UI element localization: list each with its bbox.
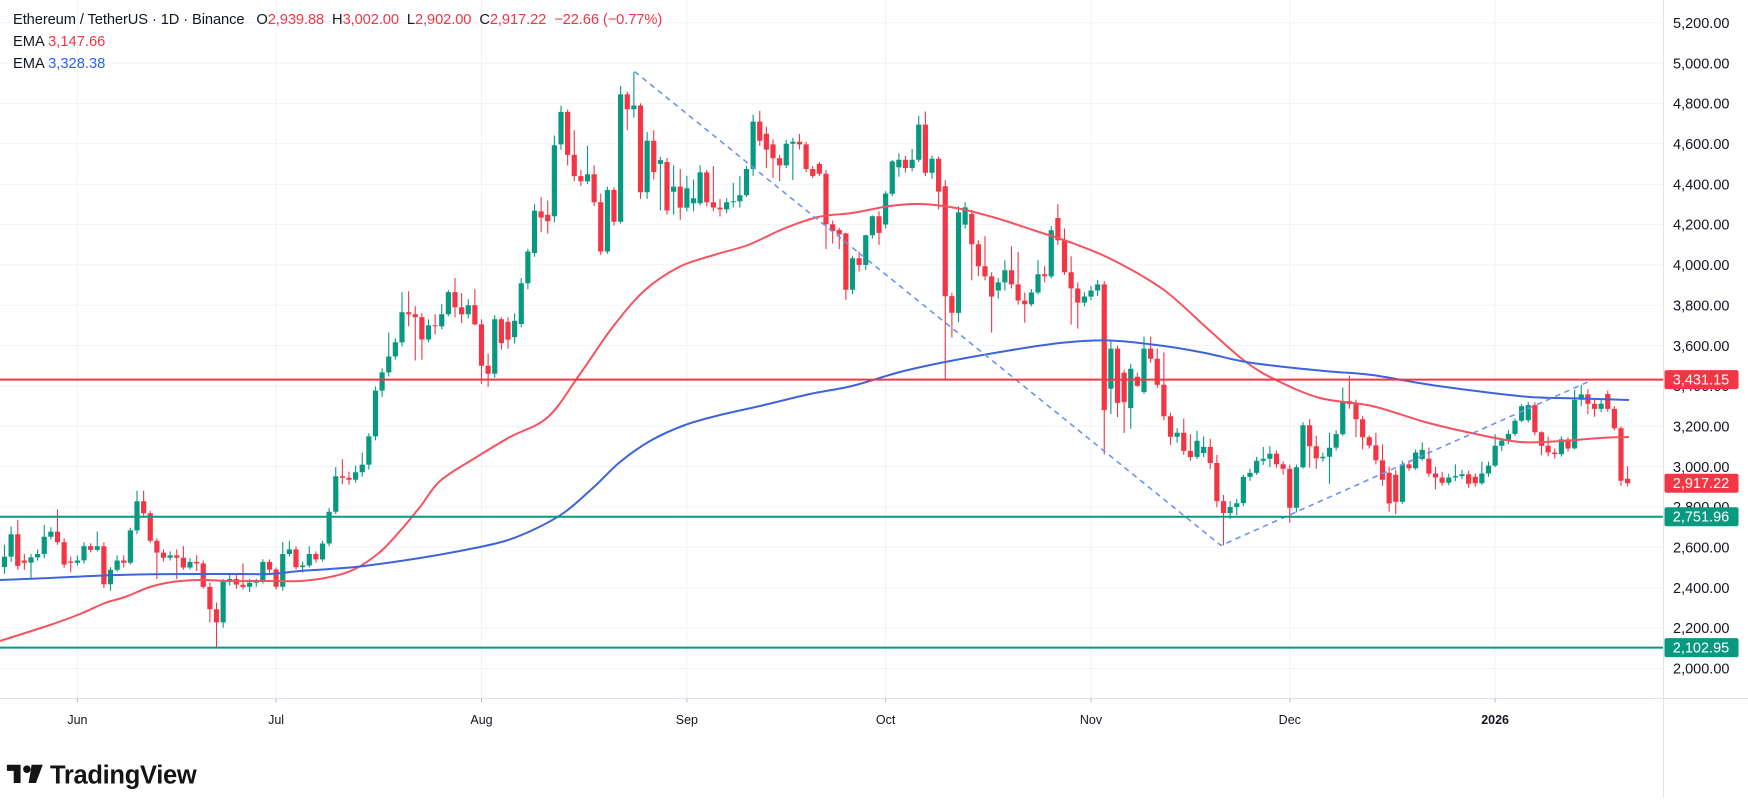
svg-text:2,102.95: 2,102.95 bbox=[1673, 640, 1729, 656]
svg-text:Dec: Dec bbox=[1279, 713, 1301, 727]
svg-text:TradingView: TradingView bbox=[50, 762, 197, 790]
svg-text:2,200.00: 2,200.00 bbox=[1673, 621, 1729, 637]
svg-text:Jun: Jun bbox=[67, 713, 87, 727]
svg-text:Aug: Aug bbox=[470, 713, 492, 727]
svg-text:4,200.00: 4,200.00 bbox=[1673, 218, 1729, 234]
svg-text:Oct: Oct bbox=[876, 713, 896, 727]
svg-text:4,800.00: 4,800.00 bbox=[1673, 97, 1729, 113]
svg-text:2,751.96: 2,751.96 bbox=[1673, 510, 1729, 526]
svg-text:3,600.00: 3,600.00 bbox=[1673, 339, 1729, 355]
svg-text:3,800.00: 3,800.00 bbox=[1673, 298, 1729, 314]
svg-text:Ethereum / TetherUS · 1D · Bin: Ethereum / TetherUS · 1D · Binance O2,93… bbox=[13, 12, 662, 28]
svg-text:5,200.00: 5,200.00 bbox=[1673, 16, 1729, 32]
svg-text:2,400.00: 2,400.00 bbox=[1673, 581, 1729, 597]
svg-text:2,917.22: 2,917.22 bbox=[1673, 476, 1729, 492]
svg-text:4,000.00: 4,000.00 bbox=[1673, 258, 1729, 274]
svg-text:3,000.00: 3,000.00 bbox=[1673, 460, 1729, 476]
svg-text:5,000.00: 5,000.00 bbox=[1673, 56, 1729, 72]
svg-text:2,000.00: 2,000.00 bbox=[1673, 662, 1729, 678]
svg-text:3,431.15: 3,431.15 bbox=[1673, 372, 1729, 388]
svg-text:4,400.00: 4,400.00 bbox=[1673, 177, 1729, 193]
svg-text:Nov: Nov bbox=[1080, 713, 1103, 727]
svg-text:EMA 3,328.38: EMA 3,328.38 bbox=[13, 56, 105, 72]
svg-text:4,600.00: 4,600.00 bbox=[1673, 137, 1729, 153]
svg-text:3,200.00: 3,200.00 bbox=[1673, 420, 1729, 436]
svg-text:2026: 2026 bbox=[1481, 713, 1509, 727]
svg-text:2,600.00: 2,600.00 bbox=[1673, 541, 1729, 557]
svg-text:Jul: Jul bbox=[268, 713, 284, 727]
svg-text:Sep: Sep bbox=[676, 713, 698, 727]
svg-text:EMA 3,147.66: EMA 3,147.66 bbox=[13, 34, 105, 50]
